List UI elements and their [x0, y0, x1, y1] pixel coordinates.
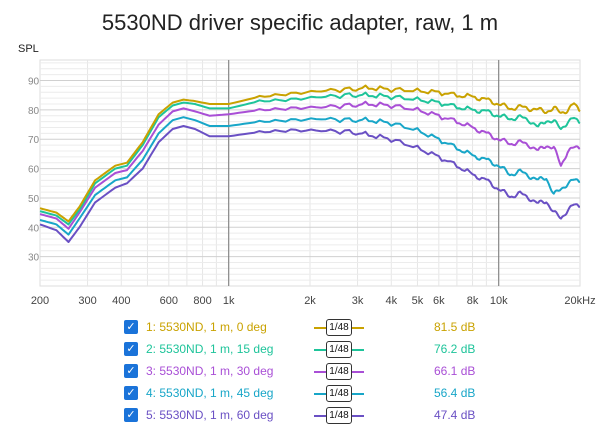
series-visibility-checkbox[interactable]: ✓	[124, 386, 138, 400]
y-tick-label: 40	[28, 223, 40, 234]
legend-label: 2: 5530ND, 1 m, 15 deg	[146, 342, 274, 356]
y-tick-label: 70	[28, 135, 40, 146]
x-tick-label: 1k	[223, 295, 235, 307]
legend-row: ✓ 1: 5530ND, 1 m, 0 deg 1/48 81.5 dB	[124, 318, 484, 340]
x-tick-label: 600	[160, 295, 178, 307]
smoothing-value: 1/48	[326, 363, 352, 380]
x-tick-label: 800	[193, 295, 211, 307]
series-line	[39, 116, 581, 236]
series-line	[39, 84, 581, 223]
series-visibility-checkbox[interactable]: ✓	[124, 320, 138, 334]
legend-label: 5: 5530ND, 1 m, 60 deg	[146, 408, 274, 422]
x-tick-label: 4k	[385, 295, 397, 307]
series-line	[39, 100, 581, 230]
y-tick-label: 80	[28, 106, 40, 117]
legend-row: ✓ 5: 5530ND, 1 m, 60 deg 1/48 47.4 dB	[124, 406, 484, 428]
legend-level: 66.1 dB	[434, 364, 476, 378]
smoothing-control[interactable]: 1/48	[314, 384, 364, 402]
legend-row: ✓ 2: 5530ND, 1 m, 15 deg 1/48 76.2 dB	[124, 340, 484, 362]
legend-level: 56.4 dB	[434, 386, 476, 400]
smoothing-value: 1/48	[326, 319, 352, 336]
legend-row: ✓ 4: 5530ND, 1 m, 45 deg 1/48 56.4 dB	[124, 384, 484, 406]
series-line	[39, 91, 581, 226]
x-tick-label: 300	[78, 295, 96, 307]
x-tick-label: 6k	[433, 295, 445, 307]
y-axis-label: SPL	[18, 43, 39, 55]
legend-row: ✓ 3: 5530ND, 1 m, 30 deg 1/48 66.1 dB	[124, 362, 484, 384]
series-line	[39, 125, 580, 243]
series-visibility-checkbox[interactable]: ✓	[124, 408, 138, 422]
grid	[40, 60, 580, 286]
x-tick-label: 10k	[490, 295, 508, 307]
legend-level: 47.4 dB	[434, 408, 476, 422]
y-tick-label: 90	[28, 77, 40, 88]
legend: ✓ 1: 5530ND, 1 m, 0 deg 1/48 81.5 dB ✓ 2: 553…	[124, 318, 484, 428]
x-tick-label: 400	[112, 295, 130, 307]
x-tick-label: 20kHz	[564, 295, 595, 307]
y-tick-label: 30	[28, 253, 40, 264]
series-visibility-checkbox[interactable]: ✓	[124, 342, 138, 356]
series-visibility-checkbox[interactable]: ✓	[124, 364, 138, 378]
smoothing-value: 1/48	[326, 407, 352, 424]
y-tick-label: 50	[28, 194, 40, 205]
smoothing-value: 1/48	[326, 385, 352, 402]
x-tick-labels: 200 300 400 600 800 1k 2k 3k 4k 5k 6k 8k 10k 20kHz	[31, 295, 596, 307]
legend-label: 3: 5530ND, 1 m, 30 deg	[146, 364, 274, 378]
x-tick-label: 5k	[412, 295, 424, 307]
smoothing-control[interactable]: 1/48	[314, 362, 364, 380]
chart-title: 5530ND driver specific adapter, raw, 1 m	[102, 10, 498, 35]
x-tick-label: 8k	[467, 295, 479, 307]
legend-label: 1: 5530ND, 1 m, 0 deg	[146, 320, 267, 334]
smoothing-control[interactable]: 1/48	[314, 406, 364, 424]
smoothing-value: 1/48	[326, 341, 352, 358]
smoothing-control[interactable]: 1/48	[314, 318, 364, 336]
x-tick-label: 200	[31, 295, 49, 307]
y-tick-labels: 30 40 50 60 70 80 90	[28, 77, 40, 264]
legend-level: 81.5 dB	[434, 320, 476, 334]
legend-label: 4: 5530ND, 1 m, 45 deg	[146, 386, 274, 400]
smoothing-control[interactable]: 1/48	[314, 340, 364, 358]
y-tick-label: 60	[28, 165, 40, 176]
legend-level: 76.2 dB	[434, 342, 476, 356]
x-tick-label: 3k	[352, 295, 364, 307]
x-tick-label: 2k	[304, 295, 316, 307]
series-lines	[39, 84, 581, 243]
